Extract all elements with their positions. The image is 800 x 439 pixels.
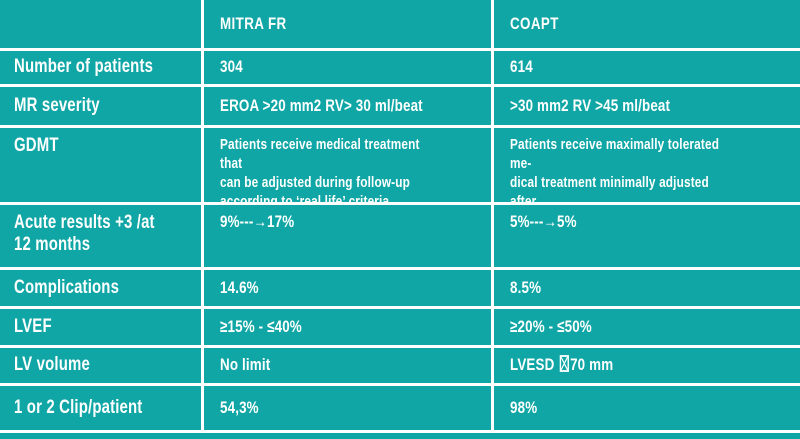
missing-glyph-box-icon: [559, 355, 570, 373]
cell-mitra-lv-volume: No limit: [204, 348, 491, 383]
cell-mitra-number-of-patients: 304: [204, 51, 491, 84]
row-label-lv-volume: LV volume: [0, 348, 201, 383]
row-label-complications: Complications: [0, 270, 201, 306]
row-label-mr-severity: MR severity: [0, 87, 201, 125]
header-empty-cell: [0, 0, 201, 48]
header-coapt: COAPT: [494, 0, 800, 48]
row-label-acute-results: Acute results +3 /at 12 months: [0, 205, 201, 267]
lv-volume-coapt-value: LVESD 70 mm: [510, 355, 734, 375]
bottom-strip: [0, 433, 800, 439]
cell-coapt-clip-per-patient: 98%: [494, 386, 800, 430]
cell-mitra-lvef: ≥15% - ≤40%: [204, 309, 491, 345]
cell-coapt-lvef: ≥20% - ≤50%: [494, 309, 800, 345]
column-title: MITRA FR: [220, 13, 287, 33]
row-label-clip-per-patient: 1 or 2 Clip/patient: [0, 386, 201, 430]
row-label-lvef: LVEF: [0, 309, 201, 345]
cell-mitra-gdmt: Patients receive medical treatment that …: [204, 128, 491, 202]
lvesd-suffix-text: 70 mm: [570, 355, 614, 375]
cell-coapt-lv-volume: LVESD 70 mm: [494, 348, 800, 383]
cell-coapt-acute-results: 5%---→5%: [494, 205, 800, 267]
header-mitra-fr: MITRA FR: [204, 0, 491, 48]
lvesd-prefix-text: LVESD: [510, 355, 559, 375]
cell-mitra-complications: 14.6%: [204, 270, 491, 306]
cell-mitra-mr-severity: EROA >20 mm2 RV> 30 ml/beat: [204, 87, 491, 125]
row-label-number-of-patients: Number of patients: [0, 51, 201, 84]
cell-coapt-complications: 8.5%: [494, 270, 800, 306]
cell-coapt-number-of-patients: 614: [494, 51, 800, 84]
column-title: COAPT: [510, 13, 559, 33]
cell-mitra-clip-per-patient: 54,3%: [204, 386, 491, 430]
cell-coapt-mr-severity: >30 mm2 RV >45 ml/beat: [494, 87, 800, 125]
cell-mitra-acute-results: 9%---→17%: [204, 205, 491, 267]
row-label-gdmt: GDMT: [0, 128, 201, 202]
cell-coapt-gdmt: Patients receive maximally tolerated me-…: [494, 128, 800, 202]
